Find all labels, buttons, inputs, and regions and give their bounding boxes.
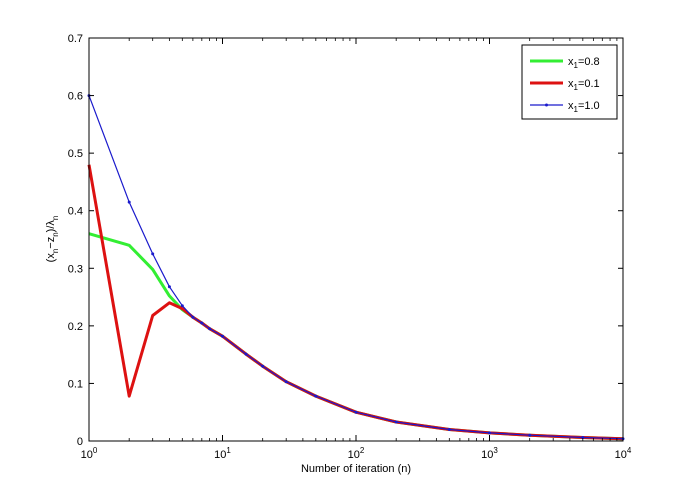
x-tick-label: 103 — [481, 446, 498, 461]
series-3-point — [127, 200, 131, 204]
y-tick-label: 0.4 — [68, 206, 83, 218]
legend-label-2: x1=0.1 — [568, 78, 600, 92]
legend: x1=0.8 x1=0.1 x1=1.0 — [521, 44, 618, 120]
series-line-3 — [88, 95, 624, 440]
x-tick-label: 100 — [81, 446, 98, 461]
x-tick-label: 101 — [214, 446, 231, 461]
series-3-point — [488, 431, 491, 435]
series-3-point — [244, 352, 248, 356]
x-tick-label: 102 — [348, 446, 365, 461]
series-layer — [87, 94, 625, 441]
series-3-point — [581, 436, 585, 439]
series-3-point — [528, 433, 532, 437]
legend-marker — [545, 103, 548, 107]
series-3-point — [221, 334, 224, 338]
x-axis-label: Number of iteration (n) — [301, 463, 411, 475]
series-3-point — [284, 380, 288, 384]
legend-label-1: x1=0.8 — [568, 56, 600, 70]
y-tick-label: 0.3 — [68, 263, 83, 275]
y-tick-label: 0.2 — [68, 321, 83, 333]
legend-label-3: x1=1.0 — [568, 100, 600, 114]
y-tick-label: 0.7 — [68, 33, 83, 45]
series-3-point — [191, 315, 195, 319]
series-3-point — [151, 252, 155, 256]
x-tick-label: 104 — [615, 446, 632, 461]
series-3-point — [354, 410, 358, 414]
y-tick-label: 0.6 — [68, 91, 83, 103]
series-3-point — [200, 321, 204, 325]
y-tick-label: 0.5 — [68, 148, 83, 160]
y-axis-label: (xn−zn)/λn — [45, 216, 60, 263]
series-3-point — [208, 327, 212, 331]
series-3-point — [447, 428, 451, 431]
series-3-point — [394, 420, 398, 424]
series-3-point — [314, 394, 318, 398]
y-tick-label: 0 — [77, 436, 83, 448]
series-3-point — [180, 304, 184, 308]
series-3-point — [261, 364, 265, 368]
ticks-layer: 0 0.1 0.2 0.3 0.4 0.5 0.6 0.7 100 101 102 103 104 — [68, 33, 632, 461]
series-3-point — [167, 285, 171, 289]
y-tick-label: 0.1 — [68, 378, 83, 390]
